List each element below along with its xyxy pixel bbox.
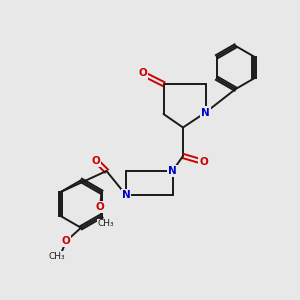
Text: O: O (61, 236, 70, 246)
Text: N: N (122, 190, 130, 200)
Text: O: O (138, 68, 147, 79)
Text: CH₃: CH₃ (98, 219, 114, 228)
Text: O: O (96, 202, 104, 212)
Text: N: N (168, 166, 177, 176)
Text: O: O (92, 155, 100, 166)
Text: CH₃: CH₃ (49, 252, 65, 261)
Text: N: N (201, 107, 210, 118)
Text: O: O (199, 157, 208, 167)
